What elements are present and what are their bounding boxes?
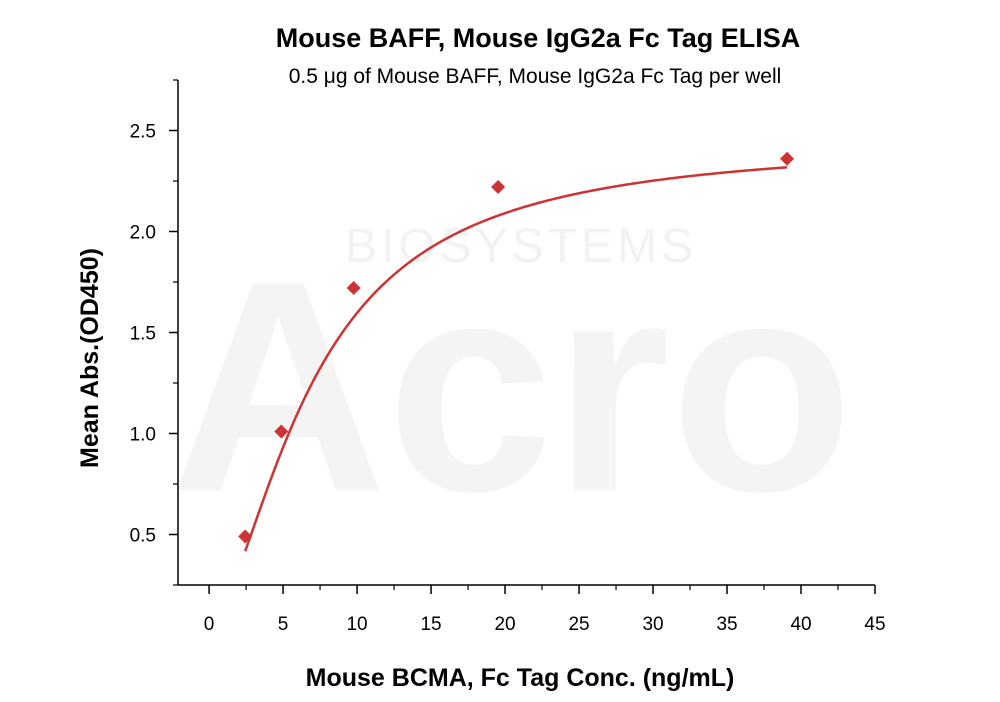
x-tick-label: 10: [346, 614, 367, 635]
y-tick-label: 1.5: [130, 324, 156, 345]
watermark-subtext: BIOSYSTEMS: [345, 220, 697, 273]
y-tick-label: 0.5: [130, 526, 156, 547]
data-point: [491, 180, 506, 195]
data-point: [274, 424, 289, 439]
x-tick-label: 35: [716, 614, 737, 635]
chart-title: Mouse BAFF, Mouse IgG2a Fc Tag ELISA: [276, 23, 801, 53]
x-tick-label: 45: [864, 614, 885, 635]
data-point: [346, 281, 361, 296]
y-axis-label: Mean Abs.(OD450): [76, 248, 104, 468]
y-ticks: 0.5 1.0 1.5 2.0 2.5: [130, 79, 178, 586]
x-tick-label: 5: [278, 614, 289, 635]
x-tick-label: 40: [790, 614, 811, 635]
watermark-logo: Acro: [170, 218, 854, 554]
data-point: [238, 529, 253, 544]
x-tick-label: 15: [420, 614, 441, 635]
data-markers: [238, 151, 795, 544]
y-tick-label: 1.0: [130, 425, 156, 446]
data-point: [780, 151, 795, 166]
x-ticks: 0 5 10 15 20 25 30 35 40 45: [204, 585, 886, 635]
y-tick-label: 2.5: [130, 122, 156, 143]
x-tick-label: 25: [568, 614, 589, 635]
y-tick-label: 2.0: [130, 223, 156, 244]
x-tick-label: 20: [494, 614, 515, 635]
x-axis-label: Mouse BCMA, Fc Tag Conc. (ng/mL): [306, 664, 735, 692]
watermark: Acro BIOSYSTEMS: [170, 218, 854, 554]
x-tick-label: 30: [642, 614, 663, 635]
chart-subtitle: 0.5 μg of Mouse BAFF, Mouse IgG2a Fc Tag…: [289, 65, 782, 88]
x-tick-label: 0: [204, 614, 215, 635]
fit-curve: [244, 166, 788, 552]
